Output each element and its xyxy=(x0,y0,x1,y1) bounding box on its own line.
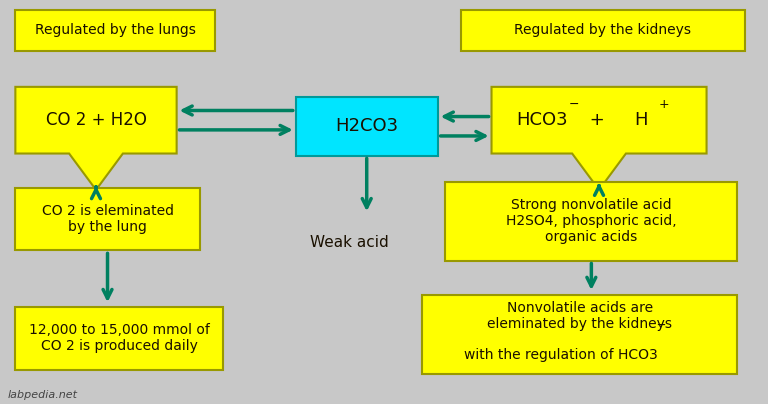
FancyBboxPatch shape xyxy=(15,188,200,250)
FancyBboxPatch shape xyxy=(422,295,737,374)
FancyBboxPatch shape xyxy=(445,182,737,261)
FancyBboxPatch shape xyxy=(15,10,215,51)
Text: Nonvolatile acids are
eleminated by the kidneys: Nonvolatile acids are eleminated by the … xyxy=(488,301,672,331)
Text: +: + xyxy=(584,111,611,129)
Polygon shape xyxy=(15,87,177,190)
Text: Regulated by the lungs: Regulated by the lungs xyxy=(35,23,196,37)
Polygon shape xyxy=(492,87,707,190)
Text: −: − xyxy=(568,97,579,111)
FancyBboxPatch shape xyxy=(296,97,438,156)
Text: ‾: ‾ xyxy=(657,325,664,339)
FancyBboxPatch shape xyxy=(461,10,745,51)
Text: Strong nonvolatile acid
H2SO4, phosphoric acid,
organic acids: Strong nonvolatile acid H2SO4, phosphori… xyxy=(506,198,677,244)
Text: H2CO3: H2CO3 xyxy=(335,117,399,135)
Text: CO 2 is eleminated
by the lung: CO 2 is eleminated by the lung xyxy=(41,204,174,234)
Text: CO 2 + H2O: CO 2 + H2O xyxy=(45,111,147,129)
Text: Regulated by the kidneys: Regulated by the kidneys xyxy=(515,23,691,37)
Text: HCO3: HCO3 xyxy=(517,111,568,129)
Text: with the regulation of HCO3: with the regulation of HCO3 xyxy=(464,347,657,362)
Text: 12,000 to 15,000 mmol of
CO 2 is produced daily: 12,000 to 15,000 mmol of CO 2 is produce… xyxy=(28,323,210,354)
Text: labpedia.net: labpedia.net xyxy=(8,390,78,400)
FancyBboxPatch shape xyxy=(15,307,223,370)
Text: H: H xyxy=(634,111,648,129)
Text: Weak acid: Weak acid xyxy=(310,235,389,250)
Text: +: + xyxy=(659,97,670,111)
